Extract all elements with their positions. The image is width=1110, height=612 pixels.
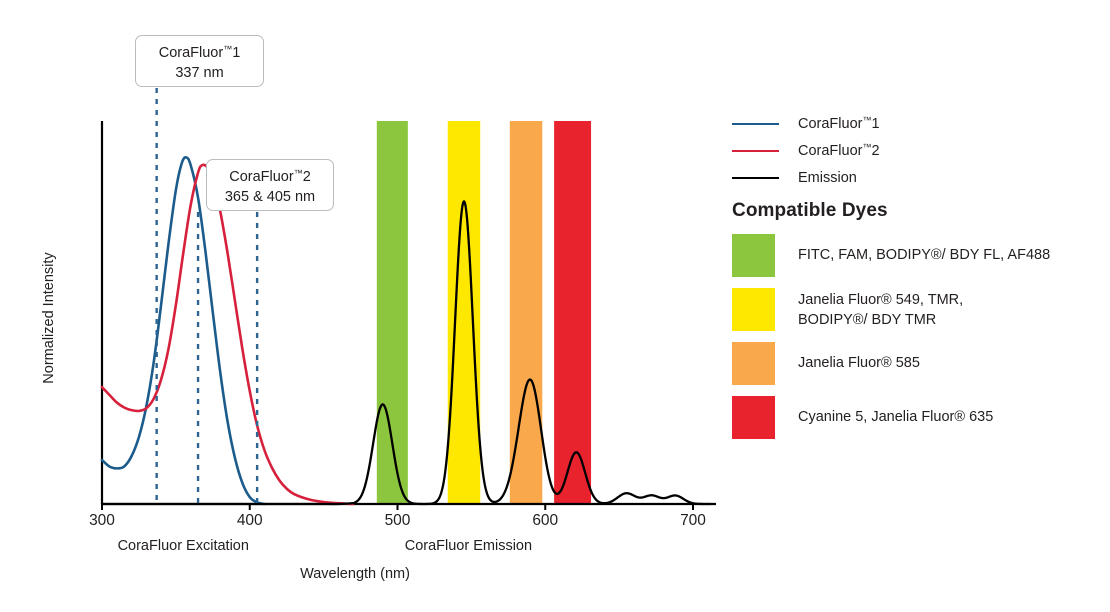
x-tick-label: 400	[236, 512, 263, 529]
curve-emission	[100, 200, 712, 506]
legend-label: CoraFluor	[798, 115, 863, 132]
dye-label: Cyanine 5, Janelia Fluor® 635	[798, 396, 993, 427]
curve-corafluor2	[100, 163, 355, 506]
dye-label-line1: Janelia Fluor® 549, TMR,	[798, 292, 964, 308]
legend-label-suffix: 2	[871, 142, 880, 159]
dye-legend-item: Cyanine 5, Janelia Fluor® 635	[732, 396, 1108, 439]
trademark-icon: ™	[862, 142, 872, 153]
legend-label: CoraFluor	[798, 142, 863, 159]
dye-legend-item: Janelia Fluor® 549, TMR, BODIPY®/ BDY TM…	[732, 288, 1108, 331]
x-tick-label: 700	[680, 512, 706, 529]
curve-corafluor1	[100, 156, 266, 506]
dye-label-line1: Janelia Fluor® 585	[798, 355, 920, 371]
legend-item-corafluor-1: CoraFluor™1	[728, 110, 1108, 137]
legend-label-suffix: 1	[871, 115, 880, 132]
color-swatch-icon	[732, 288, 775, 331]
color-swatch-icon	[732, 342, 775, 385]
dye-label: FITC, FAM, BODIPY®/ BDY FL, AF488	[798, 234, 1050, 265]
dye-label: Janelia Fluor® 585	[798, 342, 920, 373]
color-swatch-icon	[732, 234, 775, 277]
dye-label-line1: Cyanine 5, Janelia Fluor® 635	[798, 409, 994, 425]
legend-item-emission: Emission	[728, 164, 1108, 191]
dye-label-line2: BODIPY®/ BDY TMR	[798, 312, 937, 328]
dye-legend-item: Janelia Fluor® 585	[732, 342, 1108, 385]
callout-corafluor-1: CoraFluor™1 337 nm	[135, 35, 264, 87]
red-band	[554, 121, 592, 504]
callout-2-suffix: 2	[302, 168, 311, 185]
legend-item-corafluor-2: CoraFluor™2	[728, 137, 1108, 164]
dye-legend-item: FITC, FAM, BODIPY®/ BDY FL, AF488	[732, 234, 1108, 277]
spectra-plot	[100, 88, 716, 510]
dye-label-line1: FITC, FAM, BODIPY®/ BDY FL, AF488	[798, 247, 1051, 263]
callout-1-suffix: 1	[232, 44, 241, 61]
trademark-icon: ™	[293, 168, 303, 178]
emission-range-label: CoraFluor Emission	[404, 538, 533, 554]
plot-area: CoraFluor™1 337 nm CoraFluor™2 365 & 405…	[41, 35, 716, 582]
legend-panel: CoraFluor™1 CoraFluor™2 Emission Compati…	[728, 0, 1110, 612]
legend-label: Emission	[798, 169, 857, 186]
x-tick-label: 600	[532, 512, 559, 529]
dye-label: Janelia Fluor® 549, TMR, BODIPY®/ BDY TM…	[798, 288, 963, 330]
orange-band	[509, 121, 543, 504]
x-tick-label: 500	[384, 512, 411, 529]
curve-legend: CoraFluor™1 CoraFluor™2 Emission	[728, 110, 1108, 191]
x-tick-label: 300	[89, 512, 115, 529]
callout-1-name: CoraFluor	[158, 44, 224, 61]
x-axis-label: Wavelength (nm)	[300, 566, 410, 582]
excitation-range-label: CoraFluor Excitation	[117, 538, 249, 554]
callout-2-value: 365 & 405 nm	[224, 188, 316, 205]
line-swatch-icon	[732, 176, 779, 179]
line-swatch-icon	[732, 149, 779, 152]
compatible-dyes-heading: Compatible Dyes	[732, 200, 888, 221]
color-swatch-icon	[732, 396, 775, 439]
callout-2-name: CoraFluor	[229, 168, 294, 185]
yellow-band	[447, 121, 481, 504]
y-axis-label: Normalized Intensity	[41, 252, 57, 384]
callout-corafluor-2: CoraFluor™2 365 & 405 nm	[206, 159, 334, 211]
trademark-icon: ™	[862, 115, 872, 126]
trademark-icon: ™	[223, 44, 233, 54]
callout-1-value: 337 nm	[175, 64, 224, 81]
line-swatch-icon	[732, 122, 779, 125]
